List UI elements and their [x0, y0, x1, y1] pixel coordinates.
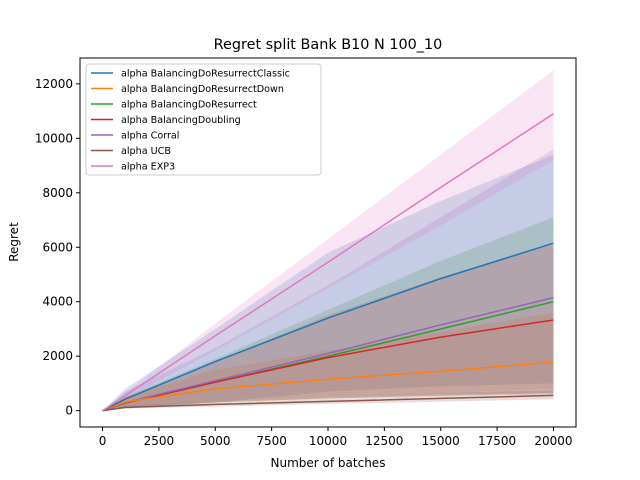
chart-title: Regret split Bank B10 N 100_10	[214, 37, 443, 53]
y-tick-label: 6000	[42, 240, 73, 254]
legend: alpha BalancingDoResurrectClassic alpha B…	[85, 63, 322, 176]
line-alpha-balancingdoresurrectclassic	[102, 242, 554, 412]
line-alpha-balancingdoresurrectdown	[102, 361, 554, 412]
y-tick-label: 0	[65, 404, 73, 418]
legend-item: alpha BalancingDoubling	[91, 115, 241, 126]
band-alpha-ucb	[102, 390, 554, 411]
y-axis-ticks: 0 2000 4000 6000 8000 10000 12000	[35, 77, 80, 418]
legend-item: alpha BalancingDoResurrectDown	[91, 84, 284, 95]
legend-item: alpha Corral	[91, 131, 179, 142]
band-alpha-corral	[102, 149, 554, 411]
x-tick-label: 20000	[534, 434, 572, 448]
y-tick-label: 10000	[35, 131, 73, 145]
line-alpha-ucb	[102, 394, 554, 412]
y-tick-label: 2000	[42, 349, 73, 363]
legend-item: alpha BalancingDoResurrectClassic	[91, 69, 290, 80]
legend-label: alpha UCB	[121, 146, 171, 157]
x-tick-label: 7500	[256, 434, 287, 448]
x-axis-ticks: 0 2500 5000 7500 10000 12500 15000 17500 20000	[99, 427, 573, 448]
legend-label: alpha BalancingDoResurrectDown	[121, 84, 284, 95]
x-tick-label: 12500	[365, 434, 403, 448]
y-tick-label: 12000	[35, 77, 73, 91]
line-alpha-exp3	[102, 113, 554, 412]
y-tick-label: 8000	[42, 186, 73, 200]
legend-item: alpha EXP3	[91, 162, 175, 173]
confidence-bands	[102, 70, 554, 411]
x-tick-label: 17500	[478, 434, 516, 448]
legend-label: alpha BalancingDoResurrectClassic	[121, 69, 290, 80]
legend-box	[85, 63, 322, 176]
legend-label: alpha Corral	[121, 131, 179, 142]
legend-item: alpha BalancingDoResurrect	[91, 100, 257, 111]
series-lines	[102, 113, 554, 412]
x-tick-label: 5000	[200, 434, 231, 448]
x-tick-label: 2500	[144, 434, 175, 448]
legend-label: alpha EXP3	[121, 162, 175, 173]
x-axis-label: Number of batches	[271, 456, 386, 470]
x-tick-label: 10000	[309, 434, 347, 448]
x-tick-label: 0	[99, 434, 107, 448]
band-alpha-balancingdoresurrectclassic	[102, 154, 554, 411]
legend-item: alpha UCB	[91, 146, 171, 157]
y-tick-label: 4000	[42, 295, 73, 309]
legend-label: alpha BalancingDoubling	[121, 115, 241, 126]
band-alpha-exp3	[102, 70, 554, 411]
x-tick-label: 15000	[422, 434, 460, 448]
y-axis-label: Regret	[7, 222, 21, 262]
legend-label: alpha BalancingDoResurrect	[121, 100, 257, 111]
band-alpha-balancingdoubling	[102, 244, 554, 411]
